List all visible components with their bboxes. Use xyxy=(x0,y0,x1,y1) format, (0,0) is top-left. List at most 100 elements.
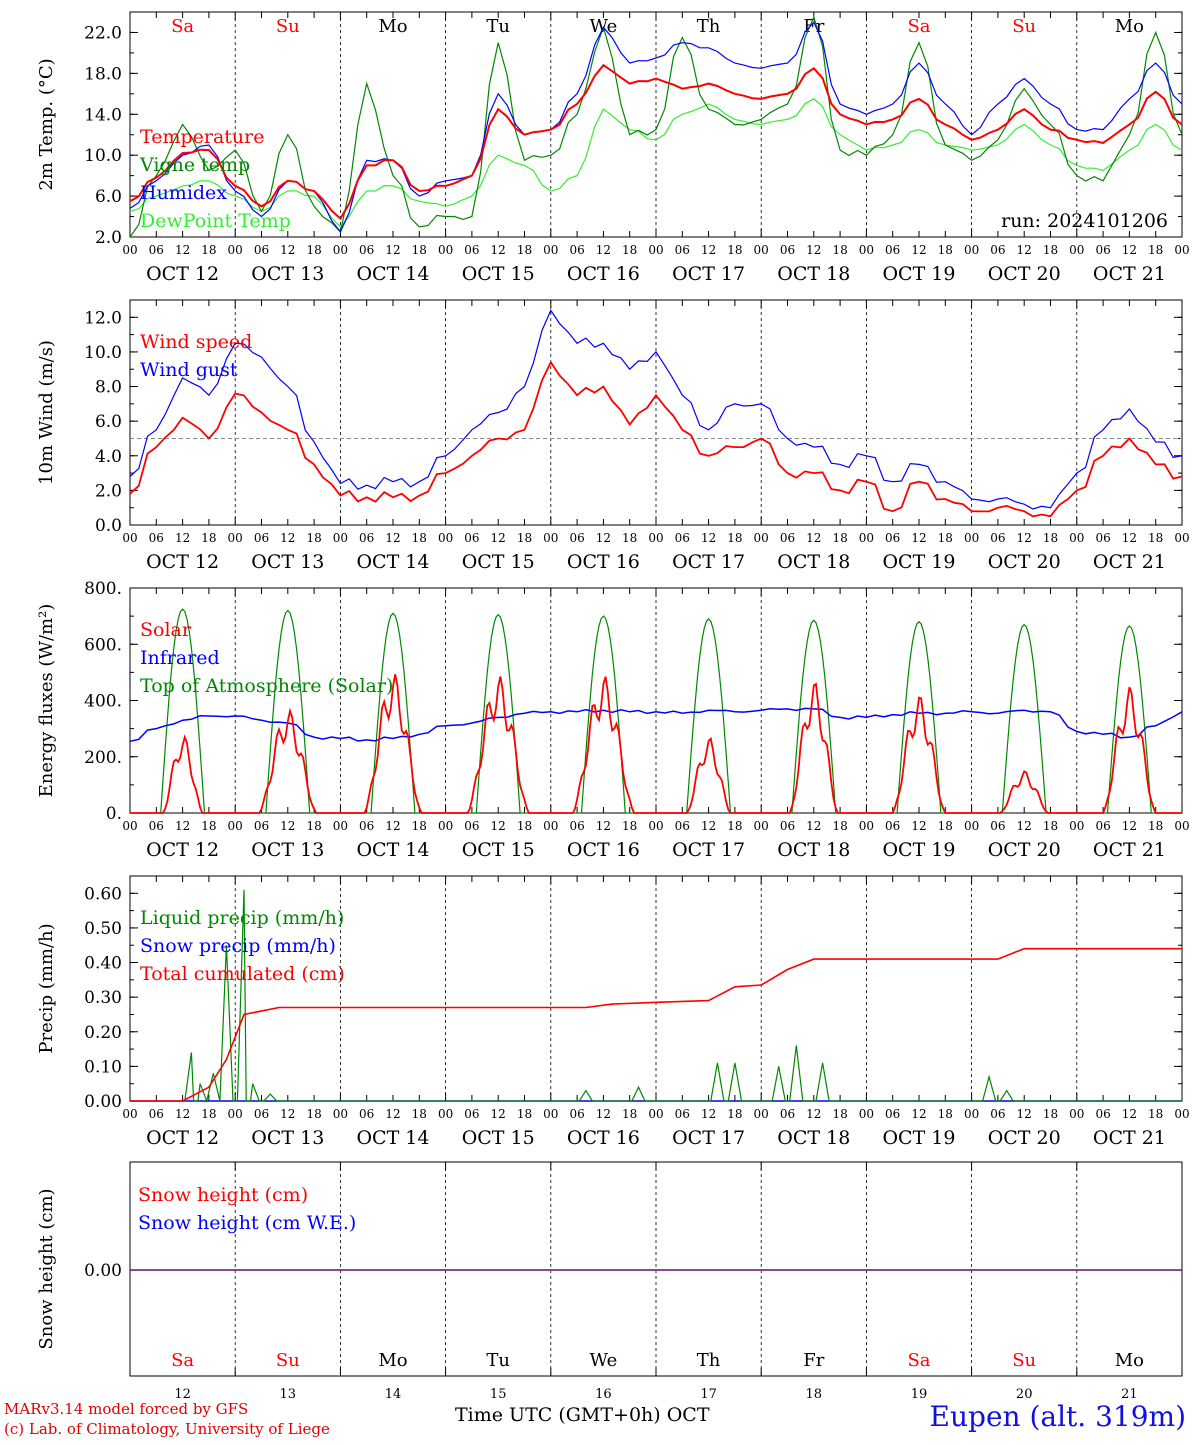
date-label: OCT 17 xyxy=(672,1127,745,1149)
hour-tick-label: 18 xyxy=(517,531,532,545)
hour-tick-label: 00 xyxy=(438,531,453,545)
y-tick-label: 6.0 xyxy=(95,187,122,207)
hour-tick-label: 18 xyxy=(622,243,637,257)
hour-tick-label: 18 xyxy=(201,243,216,257)
series-line-dewpoint-temp xyxy=(129,98,1183,228)
hour-tick-label: 00 xyxy=(964,531,979,545)
day-label: Mo xyxy=(378,1350,407,1371)
hour-tick-label: 00 xyxy=(122,531,137,545)
hour-tick-label: 06 xyxy=(885,1107,900,1121)
hour-tick-label: 00 xyxy=(754,243,769,257)
hour-tick-label: 18 xyxy=(1043,819,1058,833)
date-label: OCT 16 xyxy=(567,839,640,861)
hour-tick-label: 18 xyxy=(938,243,953,257)
hour-tick-label: 00 xyxy=(648,243,663,257)
date-label: OCT 13 xyxy=(251,1127,324,1149)
day-label: Sa xyxy=(171,1350,194,1371)
hour-tick-label: 18 xyxy=(832,531,847,545)
hour-tick-label: 18 xyxy=(1148,819,1163,833)
hour-tick-label: 12 xyxy=(806,819,821,833)
hour-tick-label: 00 xyxy=(333,531,348,545)
hour-tick-label: 06 xyxy=(254,1107,269,1121)
y-tick-label: 0.40 xyxy=(84,954,122,974)
day-label: Su xyxy=(1012,16,1036,37)
hour-tick-label: 18 xyxy=(412,531,427,545)
hour-tick-label: 12 xyxy=(1122,531,1137,545)
y-tick-label: 2.0 xyxy=(95,481,122,501)
hour-tick-label: 00 xyxy=(859,243,874,257)
y-axis-label: Energy fluxes (W/m²) xyxy=(36,604,57,798)
legend-snow-height-cm: Snow height (cm) xyxy=(138,1184,308,1206)
legend-humidex: Humidex xyxy=(140,182,227,204)
hour-tick-label: 18 xyxy=(412,243,427,257)
hour-tick-label: 12 xyxy=(1122,243,1137,257)
hour-tick-label: 06 xyxy=(780,819,795,833)
hour-tick-label: 06 xyxy=(780,531,795,545)
hour-tick-label: 12 xyxy=(911,819,926,833)
day-label: We xyxy=(590,1350,618,1371)
hour-tick-label: 18 xyxy=(1043,243,1058,257)
series-line-wind-gust xyxy=(129,309,1183,510)
y-axis-label: 2m Temp. (°C) xyxy=(36,58,57,190)
y-tick-label: 0.10 xyxy=(84,1057,122,1077)
legend-wind-speed: Wind speed xyxy=(140,331,252,353)
hour-tick-label: 06 xyxy=(254,819,269,833)
date-label: OCT 19 xyxy=(882,839,955,861)
hour-tick-label: 00 xyxy=(1069,1107,1084,1121)
hour-tick-label: 12 xyxy=(596,243,611,257)
y-tick-label: 10.0 xyxy=(84,343,122,363)
hour-tick-label: 12 xyxy=(701,819,716,833)
y-tick-label: 8.0 xyxy=(95,378,122,398)
hour-tick-label: 00 xyxy=(1174,243,1189,257)
series-line-wind-speed xyxy=(129,360,1183,518)
day-label: Sa xyxy=(907,1350,930,1371)
hour-tick-label: 00 xyxy=(1174,531,1189,545)
day-label: Su xyxy=(276,1350,300,1371)
date-label: OCT 20 xyxy=(988,1127,1061,1149)
hour-tick-label: 18 xyxy=(306,819,321,833)
hour-tick-label: 18 xyxy=(1148,243,1163,257)
hour-tick-label: 12 xyxy=(1122,819,1137,833)
y-tick-label: 0.20 xyxy=(84,1023,122,1043)
day-label: Tu xyxy=(486,1350,510,1371)
hour-tick-label: 12 xyxy=(385,1107,400,1121)
hour-tick-label: 12 xyxy=(280,819,295,833)
hour-tick-label: 00 xyxy=(122,1107,137,1121)
hour-tick-label: 00 xyxy=(754,531,769,545)
hour-tick-label: 12 xyxy=(806,531,821,545)
hour-tick-label: 00 xyxy=(122,243,137,257)
date-label: OCT 14 xyxy=(356,1127,429,1149)
hour-tick-label: 00 xyxy=(964,1107,979,1121)
hour-tick-label: 00 xyxy=(1174,819,1189,833)
hour-tick-label: 00 xyxy=(964,243,979,257)
day-label: Fr xyxy=(803,1350,824,1371)
day-number-label: 16 xyxy=(595,1387,612,1402)
hour-tick-label: 00 xyxy=(859,819,874,833)
hour-tick-label: 18 xyxy=(517,1107,532,1121)
series-line-liquid-precip xyxy=(130,889,1182,1104)
legend-dewpoint-temp: DewPoint Temp xyxy=(140,210,291,232)
date-label: OCT 21 xyxy=(1093,551,1166,573)
legend-wind-gust: Wind gust xyxy=(140,359,238,381)
date-label: OCT 13 xyxy=(251,551,324,573)
y-axis-label: Precip (mm/h) xyxy=(36,923,57,1053)
hour-tick-label: 18 xyxy=(727,1107,742,1121)
hour-tick-label: 18 xyxy=(1043,1107,1058,1121)
y-tick-label: 12.0 xyxy=(84,308,122,328)
day-number-label: 13 xyxy=(280,1387,297,1402)
hour-tick-label: 12 xyxy=(911,1107,926,1121)
panel-3-frame xyxy=(129,587,1183,814)
hour-tick-label: 00 xyxy=(964,819,979,833)
hour-tick-label: 18 xyxy=(306,531,321,545)
day-label: Fr xyxy=(803,16,824,37)
date-label: OCT 21 xyxy=(1093,839,1166,861)
day-number-label: 20 xyxy=(1016,1387,1033,1402)
hour-tick-label: 00 xyxy=(228,243,243,257)
hour-tick-label: 12 xyxy=(175,819,190,833)
date-label: OCT 15 xyxy=(462,1127,535,1149)
date-label: OCT 20 xyxy=(988,263,1061,285)
date-label: OCT 12 xyxy=(146,263,219,285)
y-tick-label: 0.0 xyxy=(95,516,122,536)
y-tick-label: 18.0 xyxy=(84,64,122,84)
hour-tick-label: 00 xyxy=(1069,531,1084,545)
